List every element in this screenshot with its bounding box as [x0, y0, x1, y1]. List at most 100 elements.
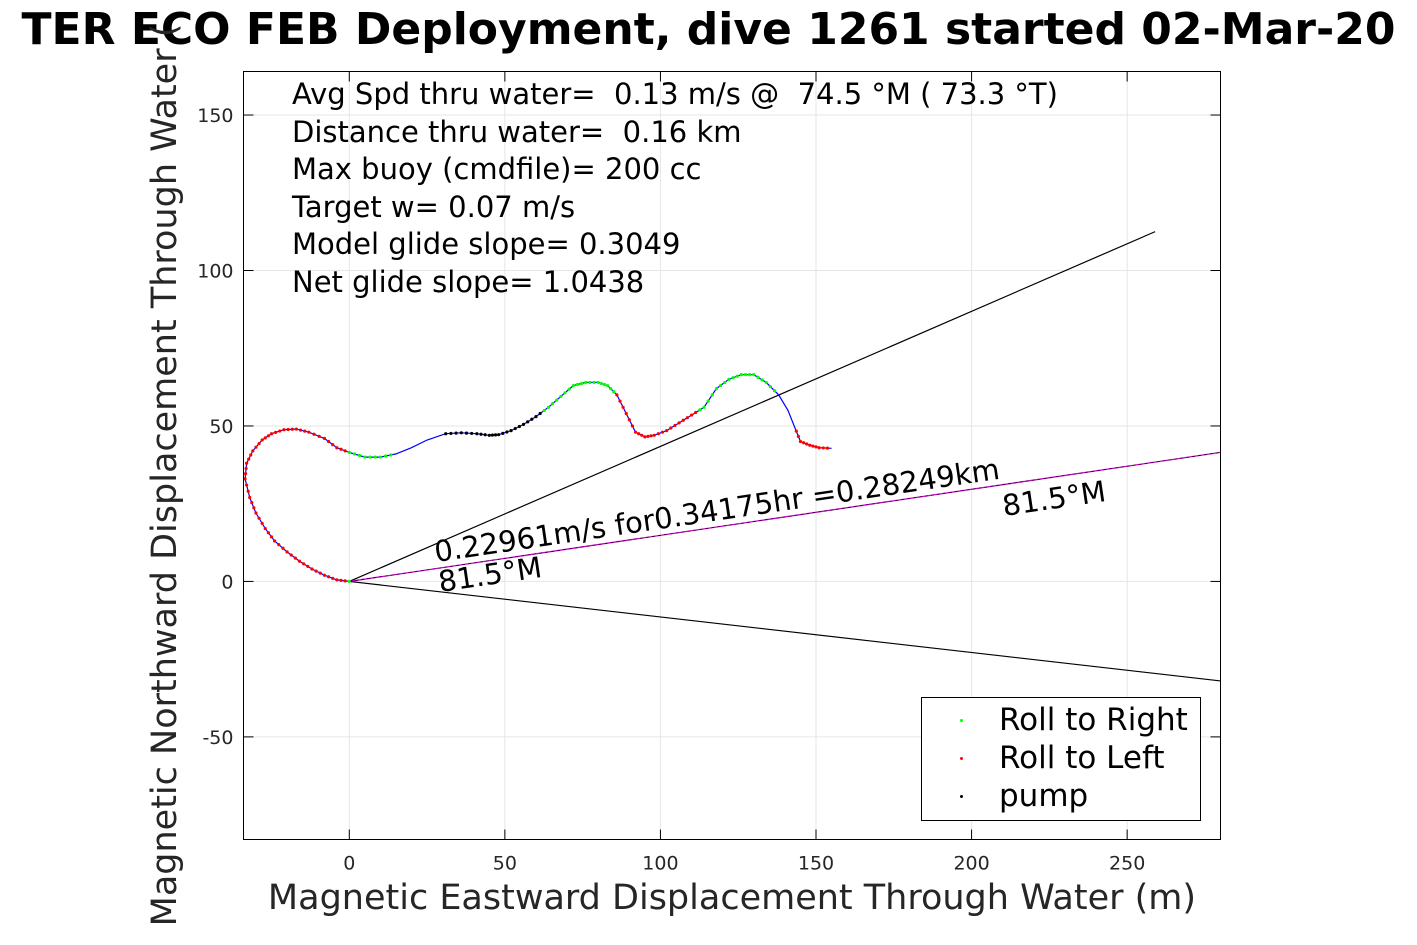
x-tick-label: 100 [642, 853, 678, 875]
pump-marker [459, 431, 463, 435]
pump-marker [513, 426, 517, 431]
roll-right-marker [571, 383, 575, 388]
roll-left-marker [656, 432, 660, 436]
y-tick-label: 50 [209, 416, 233, 438]
roll-right-marker [723, 380, 727, 385]
roll-right-marker [383, 454, 388, 458]
x-tick-label: 0 [343, 853, 355, 875]
roll-right-marker [555, 398, 559, 402]
roll-left-marker [796, 434, 800, 438]
roll-right-marker [612, 390, 616, 394]
roll-left-marker [257, 441, 261, 446]
roll-right-marker [748, 373, 752, 377]
roll-left-marker [281, 546, 285, 550]
roll-right-marker [768, 384, 772, 389]
stat-distance: Distance thru water= 0.16 km [292, 114, 742, 149]
roll-left-marker [269, 432, 274, 436]
roll-left-marker [273, 539, 277, 543]
pump-marker [464, 431, 469, 435]
roll-left-marker [652, 433, 656, 437]
roll-left-marker [808, 443, 812, 447]
roll-left-marker [814, 445, 818, 449]
roll-right-marker [588, 380, 592, 385]
roll-left-marker [681, 418, 685, 422]
roll-left-marker [310, 567, 314, 571]
roll-left-marker [263, 526, 267, 531]
roll-right-marker [599, 381, 603, 386]
roll-left-marker [245, 461, 249, 465]
heading-label-far: 81.5°M [1000, 474, 1108, 523]
track-markers [243, 373, 830, 584]
legend-label: Roll to Right [999, 702, 1188, 738]
pump-marker [534, 415, 538, 419]
roll-left-marker [254, 511, 258, 515]
roll-left-marker [266, 531, 270, 535]
roll-left-marker [326, 439, 331, 444]
pump-marker [470, 431, 474, 436]
stat-avg-speed: Avg Spd thru water= 0.13 m/s @ 74.5 °M (… [292, 77, 1058, 111]
y-tick-label: 100 [197, 260, 233, 282]
roll-left-marker [252, 506, 256, 510]
pump-marker [497, 433, 501, 437]
roll-left-marker [278, 429, 282, 433]
roll-right-marker [602, 382, 607, 387]
roll-right-marker [563, 391, 567, 395]
y-tick-label: 150 [197, 105, 233, 127]
roll-left-marker [294, 427, 298, 431]
grid-lines [243, 71, 1221, 840]
chart-title: TER ECO FEB Deployment, dive 1261 starte… [21, 4, 1396, 55]
roll-left-marker [817, 446, 821, 450]
roll-left-marker [801, 441, 806, 445]
roll-left-marker [245, 483, 249, 487]
roll-left-marker [694, 410, 698, 415]
legend-item-pump: pump [922, 778, 1200, 816]
stat-model-glide-slope: Model glide slope= 0.3049 [292, 227, 681, 261]
roll-left-marker [249, 453, 253, 457]
speed-annotation: 0.22961m/s for0.34175hr =0.28249km [432, 452, 1002, 569]
glide-envelope-line [349, 231, 1156, 582]
roll-left-marker [306, 564, 310, 568]
x-tick-label: 50 [493, 853, 517, 875]
roll-right-marker [550, 402, 555, 406]
roll-left-marker [821, 446, 825, 450]
roll-left-marker [248, 495, 252, 500]
roll-right-marker [605, 383, 610, 388]
roll-left-marker [689, 413, 694, 417]
roll-left-marker [247, 457, 251, 461]
x-tick-label: 200 [953, 853, 989, 875]
roll-left-marker [677, 421, 681, 425]
roll-left-marker [302, 562, 306, 566]
roll-left-marker [286, 427, 290, 432]
roll-right-marker [739, 373, 743, 377]
roll-right-marker [756, 375, 760, 379]
glide-envelope-line [349, 580, 1221, 682]
roll-right-marker [596, 380, 600, 385]
pump-marker [475, 432, 479, 436]
roll-left-marker [250, 501, 254, 505]
roll-right-marker [760, 378, 764, 382]
roll-left-marker [630, 424, 635, 428]
roll-left-marker [244, 466, 248, 471]
roll-left-marker [339, 447, 343, 451]
dive-stats-panel: Avg Spd thru water= 0.13 m/s @ 74.5 °M (… [292, 76, 1058, 301]
roll-right-marker [347, 450, 351, 454]
roll-left-marker [293, 556, 297, 560]
pump-marker [538, 411, 542, 416]
roll-left-marker [343, 579, 347, 583]
pump-marker [530, 417, 534, 421]
legend: Roll to Right Roll to Left pump [921, 697, 1201, 821]
roll-left-marker [243, 472, 248, 476]
roll-right-marker [706, 399, 710, 403]
roll-left-marker [298, 428, 303, 432]
legend-marker-roll-left [960, 757, 963, 760]
pump-marker [501, 431, 505, 435]
roll-left-marker [335, 446, 339, 450]
pump-marker [483, 433, 487, 437]
pump-marker [509, 429, 513, 433]
roll-left-marker [290, 427, 294, 431]
roll-left-marker [335, 578, 339, 582]
roll-left-marker [621, 405, 625, 409]
roll-left-marker [646, 434, 650, 438]
roll-right-marker [378, 455, 383, 459]
roll-left-marker [266, 434, 270, 438]
